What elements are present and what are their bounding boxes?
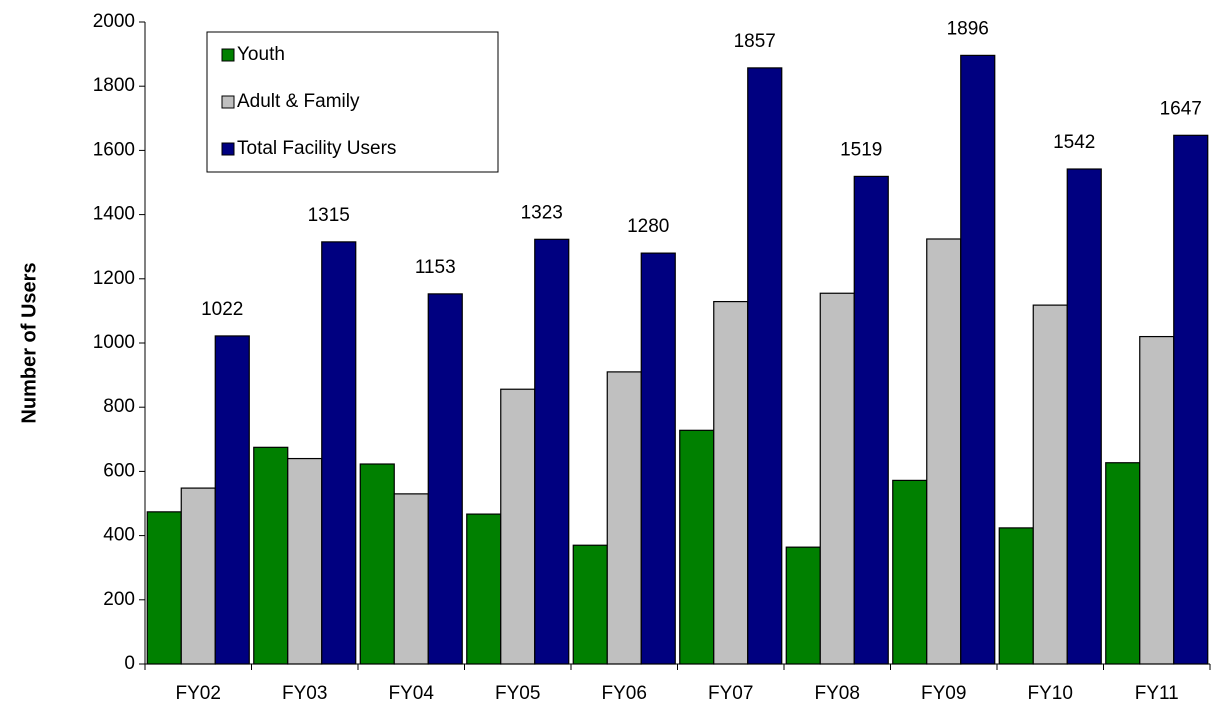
bar xyxy=(500,388,536,665)
bar xyxy=(253,446,289,665)
bar xyxy=(466,513,502,665)
y-tick-label: 1600 xyxy=(93,139,135,160)
data-label: 1896 xyxy=(947,18,989,39)
bar xyxy=(926,238,962,665)
legend-label: Total Facility Users xyxy=(237,138,396,159)
bar xyxy=(1032,304,1068,665)
x-tick-label: FY09 xyxy=(921,683,966,704)
bar xyxy=(747,67,783,665)
legend-label: Adult & Family xyxy=(237,91,360,112)
bar xyxy=(1066,168,1102,665)
y-tick-label: 800 xyxy=(103,396,135,417)
x-tick-label: FY06 xyxy=(602,683,647,704)
bar xyxy=(287,457,323,665)
data-label: 1542 xyxy=(1053,132,1095,153)
y-tick-label: 0 xyxy=(124,653,135,674)
bar xyxy=(359,463,395,665)
data-label: 1022 xyxy=(201,299,243,320)
data-label: 1519 xyxy=(840,139,882,160)
data-label: 1323 xyxy=(521,202,563,223)
data-label: 1857 xyxy=(734,31,776,52)
x-tick-label: FY10 xyxy=(1028,683,1073,704)
y-axis-title: Number of Users xyxy=(18,262,40,423)
bar xyxy=(572,544,608,665)
legend-label: Youth xyxy=(237,44,285,65)
bar xyxy=(819,292,855,665)
data-label: 1280 xyxy=(627,216,669,237)
bar xyxy=(1173,134,1209,665)
bar xyxy=(214,335,250,665)
y-tick-label: 1800 xyxy=(93,75,135,96)
bar xyxy=(534,238,570,665)
y-tick-label: 1000 xyxy=(93,332,135,353)
bar xyxy=(960,54,996,665)
x-tick-label: FY08 xyxy=(815,683,860,704)
legend-swatch xyxy=(221,142,235,156)
bar xyxy=(713,300,749,665)
bar xyxy=(679,429,715,665)
y-tick-label: 400 xyxy=(103,525,135,546)
bar xyxy=(640,252,676,665)
bar xyxy=(393,493,429,665)
bar xyxy=(892,479,928,665)
x-tick-label: FY07 xyxy=(708,683,753,704)
bar xyxy=(427,293,463,665)
bar xyxy=(180,487,216,665)
bar xyxy=(321,241,357,665)
y-tick-label: 600 xyxy=(103,460,135,481)
legend-swatch xyxy=(221,48,235,62)
legend-box xyxy=(206,31,499,173)
bar xyxy=(853,175,889,665)
y-tick-label: 2000 xyxy=(93,11,135,32)
data-label: 1153 xyxy=(415,257,456,278)
data-label: 1647 xyxy=(1160,98,1202,119)
data-label: 1315 xyxy=(308,205,350,226)
y-tick-label: 200 xyxy=(103,589,135,610)
y-tick-label: 1400 xyxy=(93,204,135,225)
bar xyxy=(785,546,821,665)
x-tick-label: FY11 xyxy=(1135,683,1179,704)
bar xyxy=(1139,335,1175,665)
legend-swatch xyxy=(221,95,235,109)
x-tick-label: FY05 xyxy=(495,683,540,704)
bar xyxy=(998,527,1034,665)
x-tick-label: FY04 xyxy=(389,683,435,704)
x-tick-label: FY02 xyxy=(176,683,221,704)
bar xyxy=(1105,462,1141,665)
y-tick-label: 1200 xyxy=(93,268,135,289)
bar xyxy=(606,371,642,665)
bar xyxy=(146,511,182,665)
x-tick-label: FY03 xyxy=(282,683,327,704)
